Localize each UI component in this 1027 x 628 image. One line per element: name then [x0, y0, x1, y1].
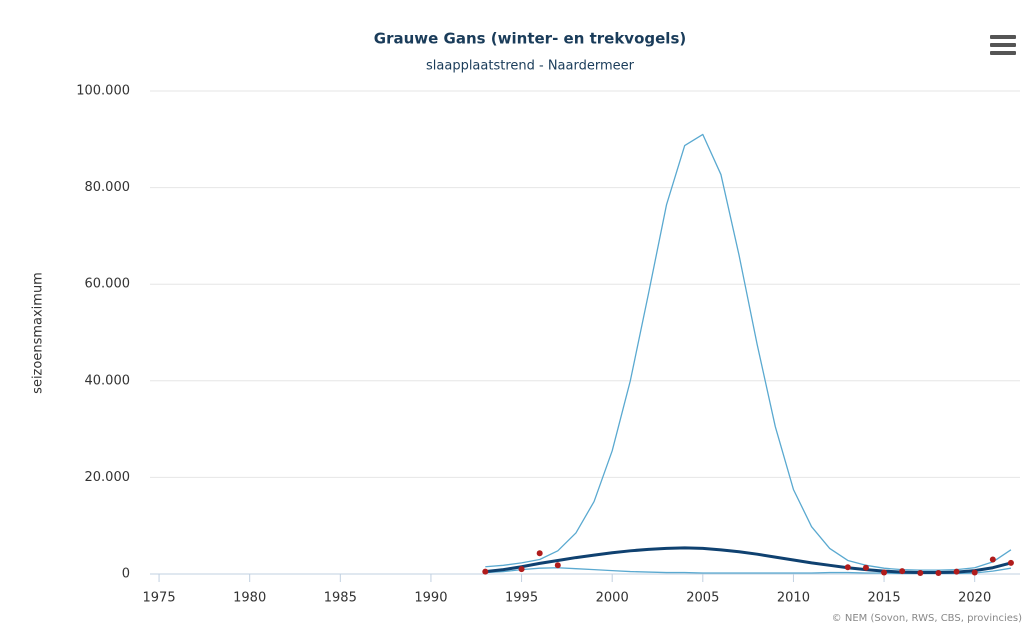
x-tick-label: 1985 — [324, 591, 357, 606]
observation — [844, 564, 851, 571]
x-tick-label: 2005 — [686, 591, 719, 606]
x-tick-label: 2020 — [958, 591, 991, 606]
observation — [862, 564, 869, 571]
y-tick-label: 100.000 — [76, 84, 130, 99]
y-tick-label: 80.000 — [85, 180, 131, 195]
y-tick-label: 0 — [122, 567, 130, 582]
observation — [518, 566, 525, 573]
x-tick-label: 2015 — [868, 591, 901, 606]
x-tick-label: 1990 — [414, 591, 447, 606]
observation — [881, 569, 888, 576]
x-tick-label: 2000 — [596, 591, 629, 606]
observation — [536, 550, 543, 557]
observation — [899, 568, 906, 575]
chart-title: Grauwe Gans (winter- en trekvogels) — [374, 30, 686, 48]
x-tick-label: 1995 — [505, 591, 538, 606]
x-tick-label: 1980 — [233, 591, 266, 606]
observation — [554, 562, 561, 569]
observation — [935, 570, 942, 577]
trend-line — [485, 133, 1012, 571]
menu-icon[interactable] — [990, 35, 1016, 55]
observation — [917, 570, 924, 577]
x-tick-label: 1975 — [143, 591, 176, 606]
x-tick-label: 2010 — [777, 591, 810, 606]
y-axis-label: seizoensmaximum — [31, 272, 46, 394]
y-tick-label: 40.000 — [85, 373, 131, 388]
observation — [989, 556, 996, 563]
observation — [953, 568, 960, 575]
trend-line — [485, 546, 1012, 575]
y-tick-label: 60.000 — [85, 277, 131, 292]
observation — [971, 569, 978, 576]
observation — [1007, 559, 1014, 566]
observation — [482, 568, 489, 575]
y-tick-label: 20.000 — [85, 470, 131, 485]
credit: © NEM (Sovon, RWS, CBS, provincies) — [832, 613, 1022, 624]
chart-subtitle: slaapplaatstrend - Naardermeer — [426, 59, 635, 74]
